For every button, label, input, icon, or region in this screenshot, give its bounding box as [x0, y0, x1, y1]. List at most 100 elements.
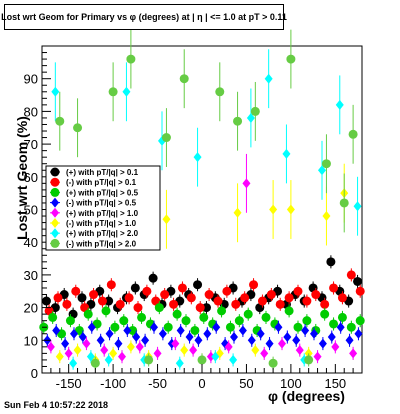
- x-tick-label: 100: [280, 376, 302, 391]
- data-point: [286, 54, 296, 64]
- data-point: [83, 309, 93, 319]
- data-point: [122, 86, 131, 97]
- data-point: [126, 54, 136, 64]
- data-point: [238, 325, 247, 336]
- data-point: [97, 296, 107, 306]
- data-point: [160, 290, 170, 300]
- data-point: [311, 290, 321, 300]
- data-point: [181, 316, 191, 326]
- data-point: [257, 296, 267, 306]
- data-point: [78, 332, 87, 343]
- data-point: [163, 322, 173, 332]
- y-tick-label: 40: [24, 235, 38, 250]
- data-point: [194, 335, 203, 346]
- data-point: [101, 306, 111, 316]
- data-point: [193, 152, 202, 163]
- data-point: [128, 325, 138, 335]
- data-point: [142, 286, 152, 296]
- data-point: [52, 325, 61, 336]
- data-point: [62, 299, 72, 309]
- data-point: [282, 148, 291, 159]
- legend-entry: (-) with pT/|q| > 0.5: [66, 199, 137, 208]
- data-point: [153, 348, 162, 359]
- data-point: [204, 290, 214, 300]
- y-tick-label: 20: [24, 301, 38, 316]
- data-point: [185, 332, 194, 343]
- data-point: [89, 290, 99, 300]
- data-point: [150, 322, 158, 333]
- data-point: [313, 351, 322, 362]
- data-point: [264, 73, 273, 84]
- data-point: [327, 332, 336, 343]
- data-point: [48, 312, 58, 322]
- data-point: [353, 201, 362, 212]
- data-point: [137, 312, 147, 322]
- data-point: [82, 338, 91, 349]
- data-point: [284, 306, 294, 316]
- legend: (+) with pT/|q| > 0.1(-) with pT/|q| > 0…: [45, 165, 161, 251]
- data-point: [295, 345, 304, 356]
- data-point: [302, 316, 312, 326]
- data-point: [339, 198, 349, 208]
- data-point: [110, 322, 120, 332]
- legend-entry: (-) with pT/|q| > 1.0: [66, 219, 137, 228]
- data-point: [86, 351, 95, 362]
- data-point: [240, 293, 250, 303]
- legend-marker: [50, 177, 60, 187]
- legend-marker: [50, 238, 60, 248]
- data-point: [199, 312, 209, 322]
- data-point: [100, 345, 109, 356]
- data-point: [158, 328, 167, 339]
- data-point: [133, 303, 143, 313]
- data-point: [337, 312, 347, 322]
- x-tick-label: 0: [198, 376, 205, 391]
- data-point: [354, 328, 363, 339]
- data-point: [106, 280, 116, 290]
- data-point: [115, 299, 125, 309]
- x-tick-label: 150: [324, 376, 346, 391]
- data-point: [96, 335, 105, 346]
- data-point: [293, 322, 303, 332]
- data-point: [162, 214, 171, 225]
- data-point: [175, 358, 184, 369]
- data-point: [250, 106, 260, 116]
- y-tick-label: 70: [24, 137, 38, 152]
- x-tick-label: -100: [100, 376, 126, 391]
- data-point: [283, 332, 292, 343]
- data-point: [108, 87, 118, 97]
- data-point: [275, 299, 285, 309]
- data-point: [224, 341, 233, 352]
- data-point: [322, 211, 331, 222]
- data-point: [247, 335, 256, 346]
- data-point: [318, 165, 326, 176]
- data-point: [169, 299, 179, 309]
- data-point: [105, 328, 114, 339]
- data-point: [104, 296, 114, 306]
- data-point: [346, 322, 356, 332]
- data-point: [215, 87, 225, 97]
- legend-marker: [50, 187, 60, 197]
- y-tick-label: 30: [24, 268, 38, 283]
- data-point: [53, 293, 63, 303]
- data-point: [90, 358, 100, 368]
- data-point: [77, 293, 87, 303]
- data-point: [201, 303, 211, 313]
- data-point: [195, 303, 205, 313]
- data-point: [114, 338, 123, 349]
- y-axis-label: Lost wrt Geom (%): [14, 116, 30, 240]
- data-point: [320, 299, 330, 309]
- data-point: [70, 328, 78, 339]
- x-tick-label: -50: [148, 376, 167, 391]
- data-point: [335, 99, 344, 110]
- legend-entry: (+) with pT/|q| > 1.0: [66, 209, 139, 218]
- data-point: [130, 283, 140, 293]
- data-point: [141, 335, 150, 346]
- legend-marker: [51, 218, 59, 228]
- data-point: [123, 325, 132, 336]
- data-point: [233, 207, 242, 218]
- legend-entry: (+) with pT/|q| > 0.1: [66, 168, 139, 177]
- data-point: [231, 299, 241, 309]
- legend-entry: (-) with pT/|q| > 0.1: [66, 178, 137, 187]
- legend-marker: [51, 197, 59, 208]
